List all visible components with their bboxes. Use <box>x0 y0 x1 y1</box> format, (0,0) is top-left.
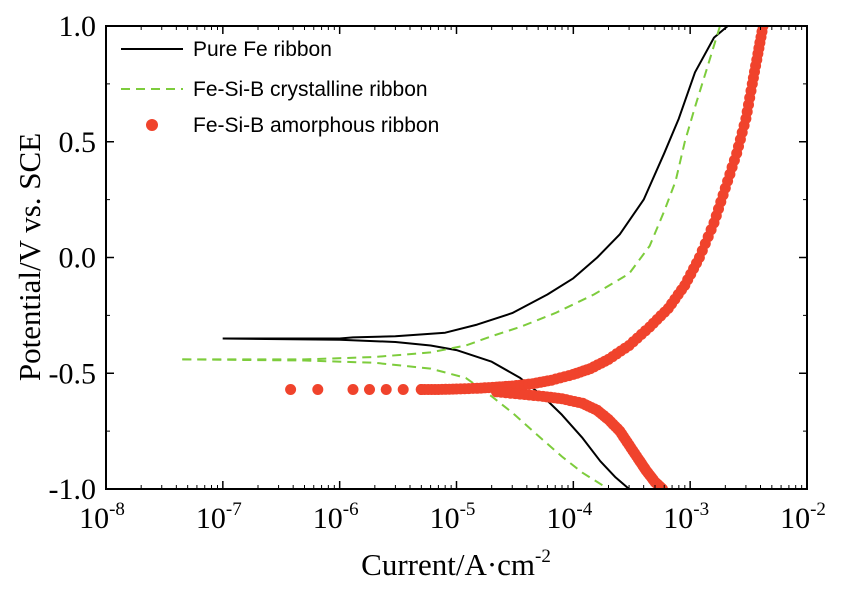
x-tick-label: 10-8 <box>79 499 125 535</box>
series-1-anodic-line <box>182 26 721 361</box>
ticks-layer <box>105 25 808 490</box>
y-tick-label: 1.0 <box>59 10 97 43</box>
y-tick-label: -1.0 <box>49 473 97 506</box>
series-0-anodic-line <box>222 26 729 340</box>
series-0-cathodic-line <box>222 337 630 489</box>
legend-label-amorphous: Fe-Si-B amorphous ribbon <box>193 114 439 137</box>
legend-label-pure-fe: Pure Fe ribbon <box>193 38 332 61</box>
series-layer <box>182 26 769 489</box>
amorphous-data-point <box>312 384 324 395</box>
legend-swatch-amorphous <box>146 119 158 131</box>
x-tick-labels: 10-8 10-7 10-6 10-5 10-4 10-3 10-2 <box>79 499 826 535</box>
y-tick-label: 0.0 <box>59 242 97 275</box>
x-tick-label: 10-6 <box>313 499 359 535</box>
x-tick-label: 10-4 <box>546 499 592 535</box>
amorphous-data-point <box>285 384 297 395</box>
amorphous-data-point <box>364 384 375 395</box>
y-tick-label: 0.5 <box>59 126 97 159</box>
legend: Pure Fe ribbon Fe-Si-B crystalline ribbo… <box>121 38 439 137</box>
series-1-cathodic-line <box>182 358 610 489</box>
amorphous-data-point <box>380 384 392 395</box>
x-tick-label: 10-3 <box>663 499 709 535</box>
x-axis-title: Current/A·cm-2 <box>361 546 551 582</box>
x-tick-label: 10-2 <box>780 499 826 535</box>
x-tick-label: 10-5 <box>430 499 476 535</box>
y-tick-label: -0.5 <box>49 357 97 390</box>
amorphous-data-point <box>397 384 409 395</box>
amorphous-data-point <box>347 384 359 395</box>
y-axis-title: Potential/V vs. SCE <box>12 133 47 381</box>
legend-label-crystalline: Fe-Si-B crystalline ribbon <box>193 78 428 101</box>
y-tick-labels: -1.0 -0.5 0.0 0.5 1.0 <box>49 10 97 506</box>
amorphous-data-point <box>657 483 668 489</box>
x-tick-label: 10-7 <box>196 499 242 535</box>
